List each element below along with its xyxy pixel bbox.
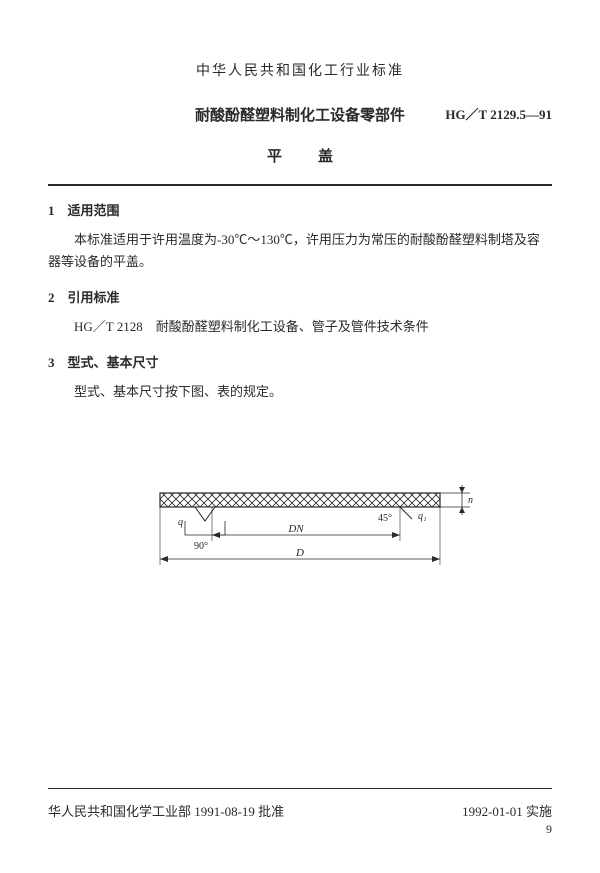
divider-thick — [48, 184, 552, 186]
label-q: q — [178, 517, 183, 528]
label-dn: DN — [287, 523, 304, 535]
section-2-heading: 2 引用标准 — [48, 287, 552, 306]
section-3-body: 型式、基本尺寸按下图、表的规定。 — [48, 381, 552, 403]
title-row: 耐酸酚醛塑料制化工设备零部件 HG／T 2129.5—91 — [48, 104, 552, 125]
sub-title: 平盖 — [48, 145, 552, 166]
label-90deg: 90° — [194, 541, 208, 552]
implement-text: 1992-01-01 实施 — [462, 801, 552, 820]
label-d: D — [295, 547, 304, 559]
divider-footer — [48, 788, 552, 789]
label-n: n — [468, 495, 473, 506]
section-1-body: 本标准适用于许用温度为-30℃～130℃，许用压力为常压的耐酸酚醛塑料制塔及容器… — [48, 229, 552, 273]
label-q1: q₁ — [418, 511, 426, 522]
label-45deg: 45° — [378, 513, 392, 524]
approval-text: 华人民共和国化学工业部 1991-08-19 批准 — [48, 801, 284, 820]
technical-diagram: 45° q₁ 90° q n DN D — [48, 463, 552, 613]
section-1-heading: 1 适用范围 — [48, 200, 552, 219]
page-number: 9 — [48, 822, 552, 837]
section-2-body: HG／T 2128 耐酸酚醛塑料制化工设备、管子及管件技术条件 — [48, 316, 552, 338]
country-standard-line: 中华人民共和国化工行业标准 — [48, 60, 552, 80]
standard-number: HG／T 2129.5—91 — [445, 104, 552, 123]
section-3-heading: 3 型式、基本尺寸 — [48, 352, 552, 371]
footer: 华人民共和国化学工业部 1991-08-19 批准 1992-01-01 实施 … — [48, 782, 552, 837]
